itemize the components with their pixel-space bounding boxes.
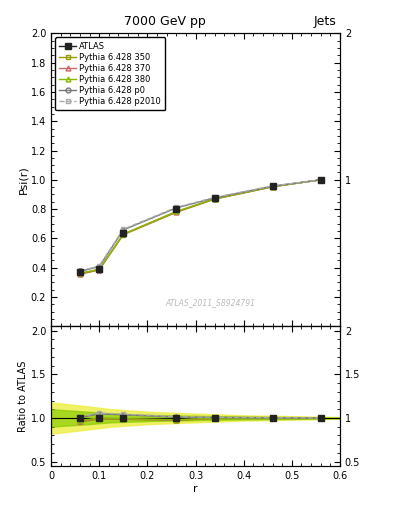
- X-axis label: r: r: [193, 483, 198, 494]
- Y-axis label: Ratio to ATLAS: Ratio to ATLAS: [18, 360, 28, 432]
- Text: Jets: Jets: [313, 15, 336, 28]
- Text: 7000 GeV pp: 7000 GeV pp: [124, 15, 206, 28]
- Text: ATLAS_2011_S8924791: ATLAS_2011_S8924791: [165, 298, 255, 307]
- Legend: ATLAS, Pythia 6.428 350, Pythia 6.428 370, Pythia 6.428 380, Pythia 6.428 p0, Py: ATLAS, Pythia 6.428 350, Pythia 6.428 37…: [55, 37, 165, 110]
- Y-axis label: Psi(r): Psi(r): [18, 165, 28, 194]
